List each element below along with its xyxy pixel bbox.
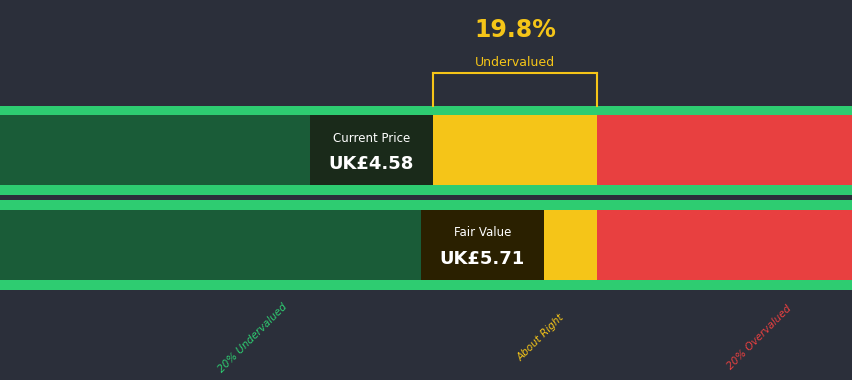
Bar: [433, 116, 596, 185]
Text: About Right: About Right: [515, 312, 565, 363]
Text: 20% Undervalued: 20% Undervalued: [216, 301, 289, 374]
Bar: [0, 200, 852, 210]
Bar: [0, 116, 433, 185]
Text: 20% Overvalued: 20% Overvalued: [724, 304, 792, 372]
Text: 19.8%: 19.8%: [474, 18, 556, 42]
Text: Fair Value: Fair Value: [453, 226, 510, 239]
Bar: [0, 185, 852, 195]
Text: Current Price: Current Price: [332, 132, 410, 145]
Bar: [596, 116, 852, 185]
Text: UK£5.71: UK£5.71: [440, 250, 524, 268]
Bar: [0, 106, 852, 116]
Bar: [420, 210, 544, 280]
Text: Undervalued: Undervalued: [475, 57, 555, 70]
Bar: [596, 210, 852, 280]
Bar: [0, 280, 852, 290]
Bar: [309, 116, 433, 185]
Bar: [0, 210, 433, 280]
Text: UK£4.58: UK£4.58: [328, 155, 414, 173]
Bar: [433, 210, 596, 280]
